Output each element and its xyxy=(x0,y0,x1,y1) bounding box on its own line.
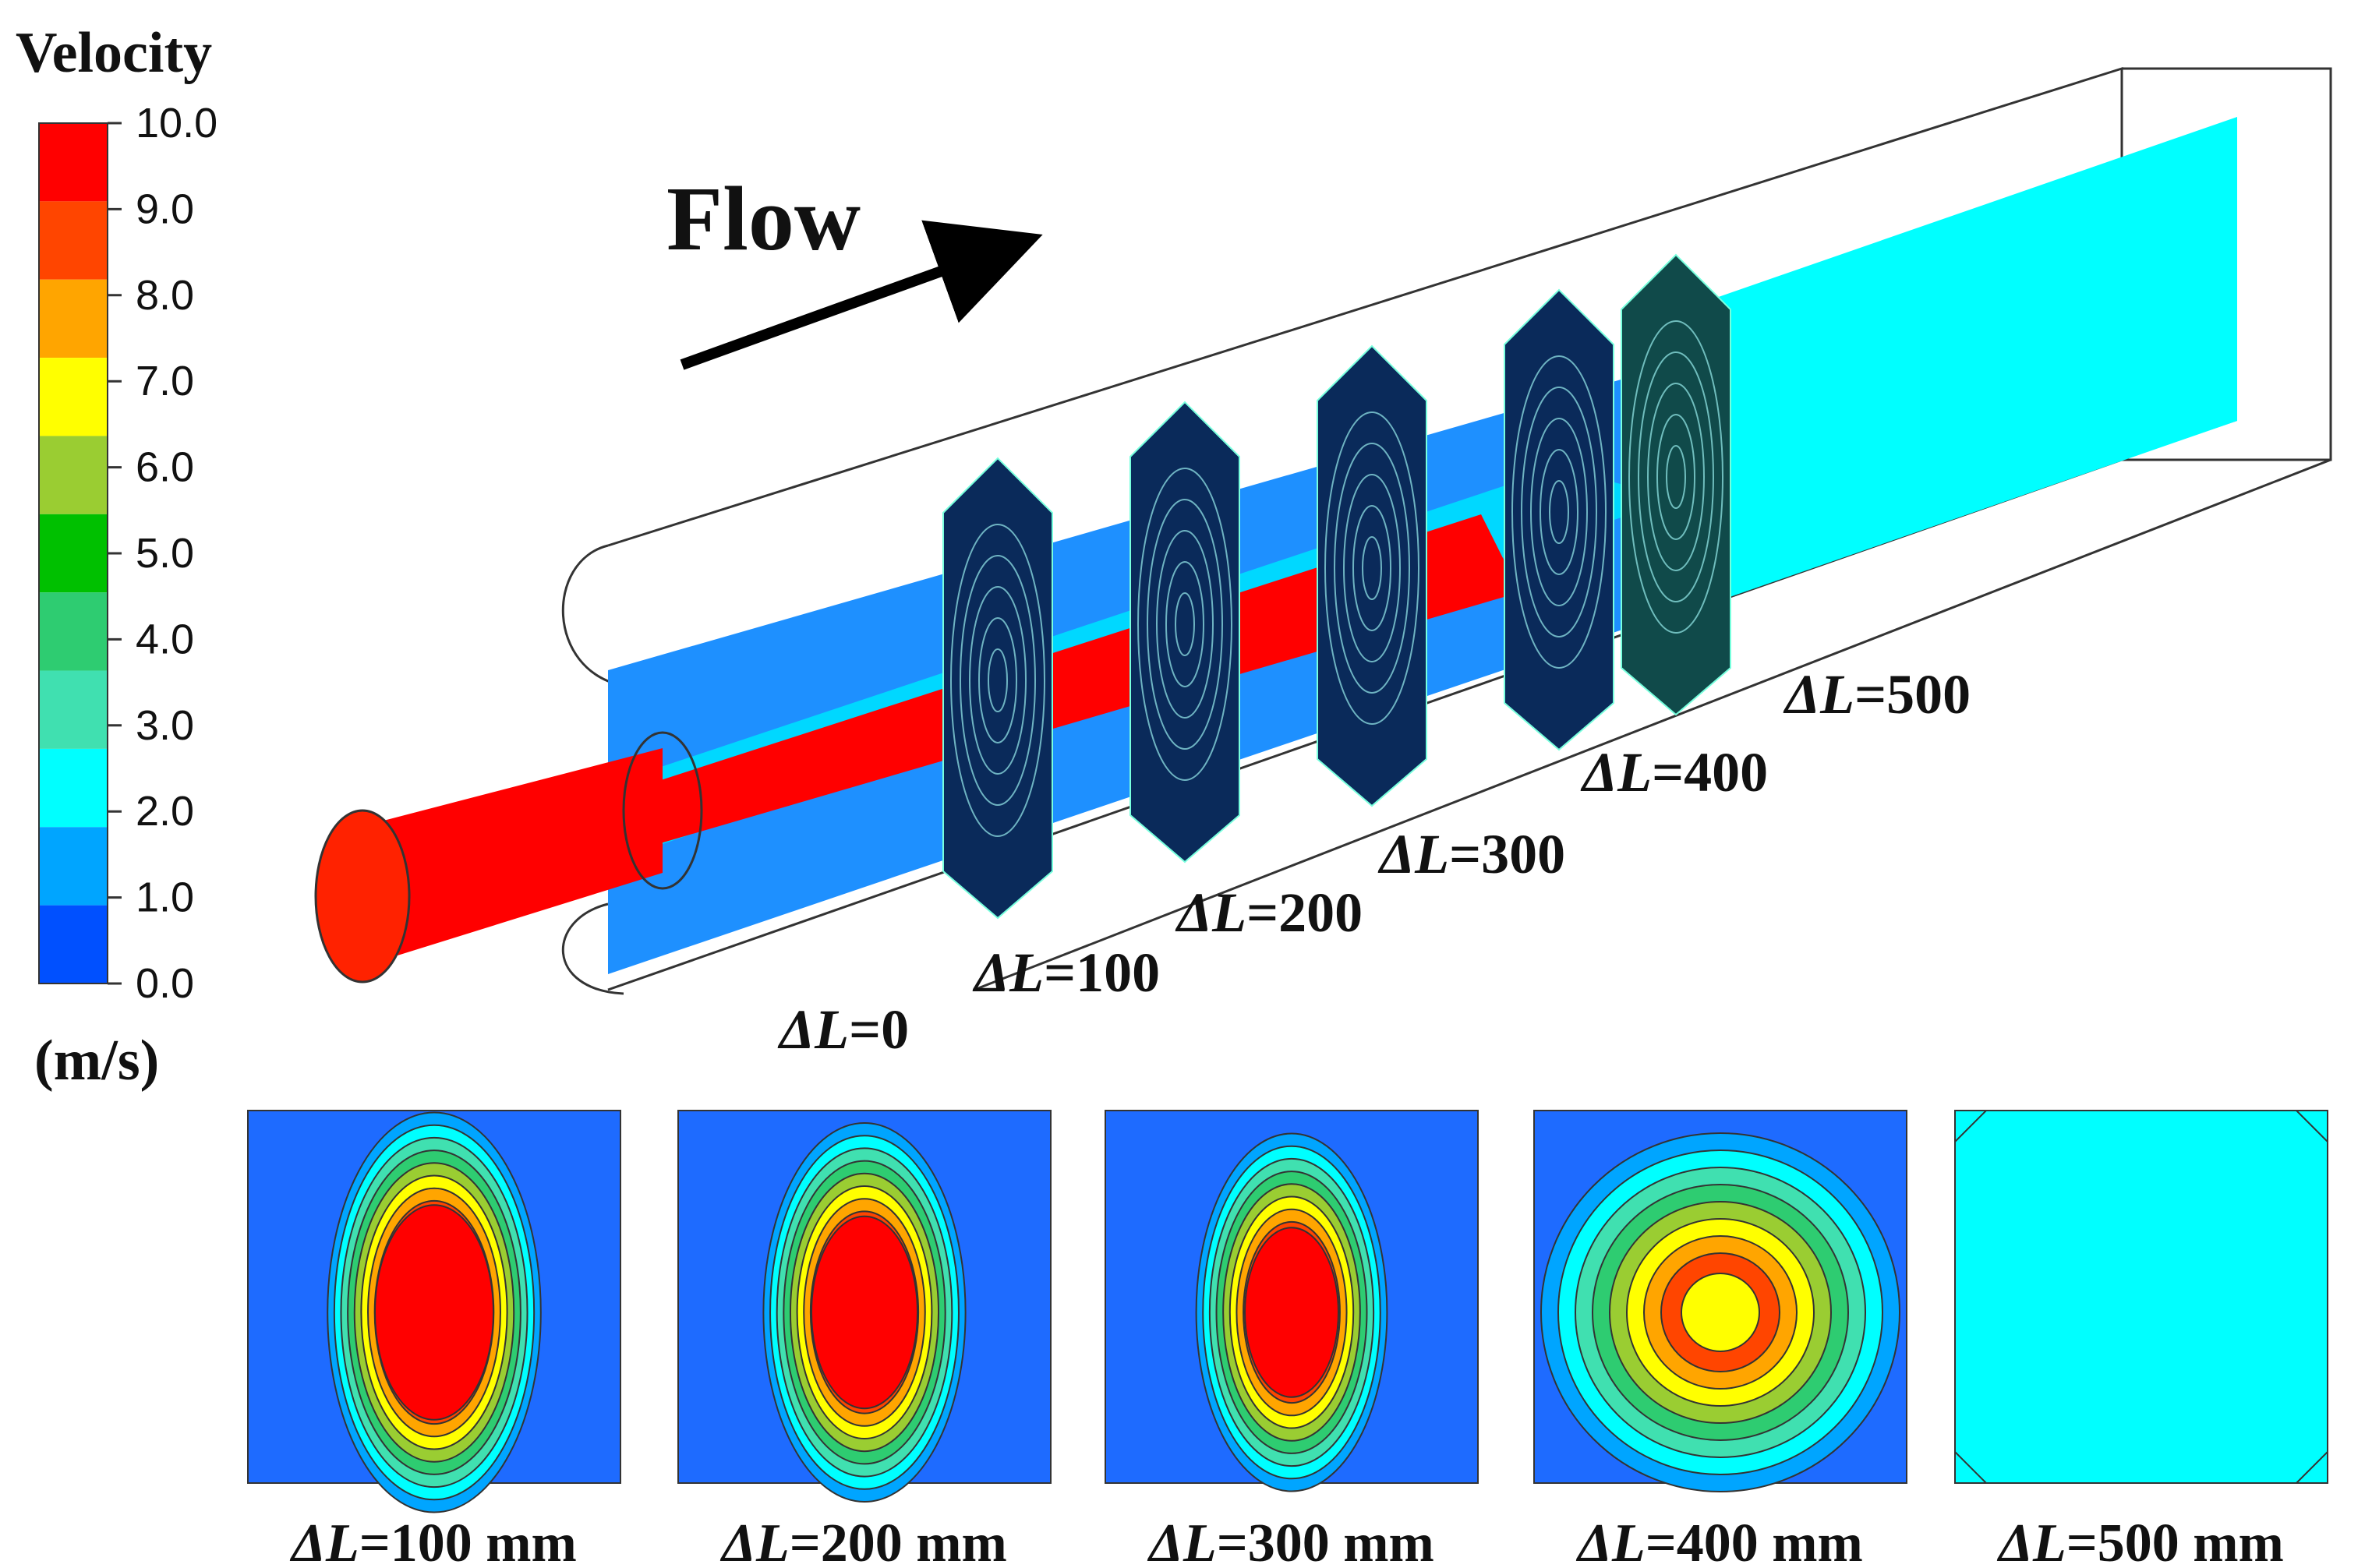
section-panel: ΔL=400 mm xyxy=(1533,1110,1907,1568)
cross-section-slices xyxy=(942,253,1731,920)
legend-tick-label: 2.0 xyxy=(136,788,194,835)
legend-tick-label: 8.0 xyxy=(136,272,194,319)
legend-color-bar xyxy=(38,122,108,984)
legend-color-step xyxy=(39,905,108,984)
outlet-plane xyxy=(1676,117,2237,616)
velocity-peak xyxy=(374,1204,494,1421)
legend-title: Velocity xyxy=(16,21,212,85)
flow-indicator: Flow xyxy=(666,168,1043,370)
section-panel: ΔL=100 mm xyxy=(247,1110,621,1568)
slice-section xyxy=(1129,401,1240,863)
velocity-peak xyxy=(1954,1110,2328,1484)
legend-color-step xyxy=(39,436,108,514)
legend-unit: (m/s) xyxy=(34,1029,159,1093)
panel-caption: ΔL=100 mm xyxy=(289,1513,577,1568)
panel-caption: ΔL=200 mm xyxy=(719,1513,1007,1568)
legend-tick-label: 5.0 xyxy=(136,530,194,577)
legend-color-step xyxy=(39,670,108,749)
panel-caption: ΔL=500 mm xyxy=(1996,1513,2284,1568)
legend-color-step xyxy=(39,748,108,828)
legend-tick-label: 3.0 xyxy=(136,702,194,749)
velocity-peak xyxy=(1244,1227,1339,1398)
legend-tick-labels: 10.0 9.0 8.0 7.0 6.0 5.0 4.0 3.0 2.0 1.0 0.0 xyxy=(108,100,217,1007)
panel-caption: ΔL=400 mm xyxy=(1575,1513,1863,1568)
flow-label: Flow xyxy=(666,168,861,270)
velocity-peak xyxy=(1681,1273,1760,1352)
velocity-peak xyxy=(811,1215,918,1410)
section-label: ΔL=500 xyxy=(1783,663,1971,726)
slice-section xyxy=(1317,344,1427,807)
legend-tick-label: 0.0 xyxy=(136,960,194,1007)
inlet-pipe xyxy=(314,731,703,984)
legend-tick-label: 9.0 xyxy=(136,185,194,232)
section-label: ΔL=0 xyxy=(777,998,909,1061)
color-legend: Velocity 10.0 9.0 8.0 7.0 6.0 5.0 4.0 3.0 2.0 1.0… xyxy=(16,21,217,1093)
slice-section xyxy=(942,457,1053,920)
slice-section xyxy=(1504,288,1614,751)
section-panel: ΔL=200 mm xyxy=(677,1110,1052,1568)
arrow-right-icon xyxy=(680,220,1043,370)
legend-tick-label: 6.0 xyxy=(136,444,194,491)
mid-plane-jet xyxy=(639,514,1520,849)
legend-color-step xyxy=(39,827,108,906)
legend-tick-label: 10.0 xyxy=(136,100,217,147)
legend-color-step xyxy=(39,123,108,202)
legend-tick-label: 7.0 xyxy=(136,358,194,404)
section-panel: ΔL=300 mm xyxy=(1105,1110,1479,1568)
legend-tick-label: 1.0 xyxy=(136,874,194,921)
section-label: ΔL=400 xyxy=(1580,741,1768,803)
legend-color-step xyxy=(39,279,108,358)
slice-section xyxy=(1621,253,1731,716)
legend-color-step xyxy=(39,201,108,280)
legend-tick-label: 4.0 xyxy=(136,616,194,662)
section-panel: ΔL=500 mm xyxy=(1954,1110,2328,1568)
legend-color-step xyxy=(39,592,108,671)
legend-color-step xyxy=(39,358,108,436)
cross-section-panels: ΔL=100 mm ΔL=200 mm ΔL=300 mm ΔL=400 mm ΔL=5… xyxy=(247,1110,2328,1568)
section-label: ΔL=100 xyxy=(972,941,1160,1004)
legend-color-step xyxy=(39,514,108,593)
section-label: ΔL=200 xyxy=(1175,881,1363,944)
panel-caption: ΔL=300 mm xyxy=(1147,1513,1434,1568)
section-label: ΔL=300 xyxy=(1377,823,1565,885)
